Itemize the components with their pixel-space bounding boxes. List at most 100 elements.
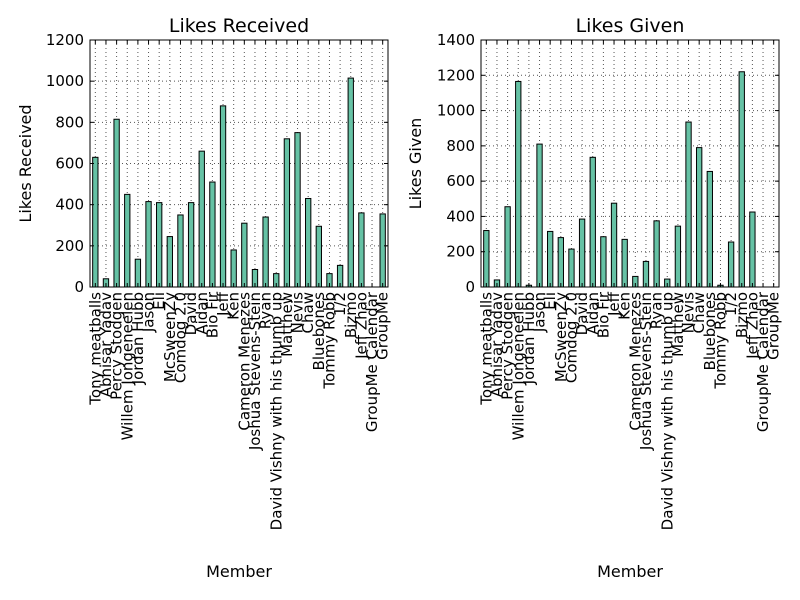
bar (515, 80, 522, 288)
bar (536, 143, 543, 288)
bar (749, 211, 756, 288)
bar (219, 105, 227, 288)
y-tick-label: 1000 (437, 102, 475, 120)
x-category-label: Joshua Stevens-Stein (637, 292, 655, 451)
y-axis-label: Likes Given (406, 118, 425, 210)
bar (92, 156, 99, 288)
bar (124, 193, 131, 288)
x-category-label: Matthew (669, 292, 687, 357)
x-category-label: GroupMe (374, 292, 392, 360)
x-category-label: Willem Jongeneelen (509, 292, 527, 440)
bar (578, 218, 586, 288)
x-category-label: GroupMe (765, 292, 783, 360)
plot-frame (480, 39, 780, 288)
bar (187, 202, 195, 288)
x-category-label: Jeff Zhao (352, 292, 370, 360)
x-category-label: Jason (531, 292, 549, 333)
x-category-label: Percy Stodgen (108, 292, 126, 400)
chart-title: Likes Given (576, 15, 685, 37)
y-tick-label: 0 (465, 278, 475, 296)
bar (483, 230, 490, 288)
x-category-label: Nevis (680, 292, 698, 333)
y-tick-label: 1000 (46, 72, 84, 90)
x-category-label: David Vishny with his thumb up (267, 292, 285, 530)
chart-title: Likes Received (169, 15, 309, 37)
x-category-label: Bio Fir (594, 291, 612, 338)
bar (653, 220, 660, 288)
x-category-label: Aidan (193, 292, 211, 335)
x-category-label: Bio Fir (203, 291, 221, 338)
bar (305, 197, 312, 288)
chart-1: Likes Received 0 200 400 600 800 1000 1200 Tony … (16, 15, 392, 581)
x-category-label: Comdog 2.0 (562, 292, 580, 383)
x-category-label: Aidan (584, 292, 602, 335)
bar (145, 201, 152, 288)
y-tick-label: 600 (446, 172, 475, 190)
x-category-label: Abhisar Yadav (488, 292, 506, 397)
y-tick-label: 400 (446, 207, 475, 225)
bar (241, 222, 248, 288)
x-category-label: Tommy Robb (320, 292, 338, 390)
x-category-label: Bluebones (310, 292, 328, 371)
x-category-label: Jeff (605, 291, 623, 317)
x-category-label: Willem Jongeneelen (118, 292, 136, 440)
x-category-label: Eli (541, 292, 559, 310)
x-category-label: McSweenZy (552, 292, 570, 382)
x-category-label: Jordan Hubb (520, 292, 538, 385)
bar (738, 71, 745, 288)
bar (283, 138, 291, 288)
x-category-label: Tony meatballs (86, 292, 104, 406)
bar (262, 216, 269, 288)
bar (504, 206, 511, 288)
x-category-label: Cameron Menezes (235, 292, 253, 431)
x-category-label: Jeff Zhao (743, 292, 761, 360)
bar (706, 170, 713, 288)
x-category-label: Tommy Robb (711, 292, 729, 390)
bar (727, 241, 735, 288)
bar (113, 118, 120, 288)
x-category-label: Jason (140, 292, 158, 333)
bar (568, 248, 575, 288)
y-tick-label: 800 (446, 137, 475, 155)
x-category-label: David (182, 292, 200, 335)
x-category-label: David (573, 292, 591, 335)
bar (358, 212, 365, 288)
x-category-label: McSweenZy (161, 292, 179, 382)
x-category-label: Ryan (257, 292, 275, 329)
x-category-label: David Vishny with his thumb up (658, 292, 676, 530)
x-category-label: GroupMe Calendar (363, 291, 381, 432)
y-tick-label: 1200 (46, 31, 84, 49)
x-category-label: Cameron Menezes (626, 292, 644, 431)
bar (379, 213, 386, 288)
bar (166, 236, 173, 288)
bar (315, 225, 322, 288)
x-category-label: Chaw (299, 292, 317, 333)
bar (557, 237, 564, 288)
x-category-label: Bizmo (342, 292, 360, 338)
x-category-label: Chaw (690, 292, 708, 333)
x-category-label: Eli (150, 292, 168, 310)
bar (621, 238, 628, 288)
y-tick-label: 800 (55, 113, 84, 131)
bar (685, 121, 692, 288)
x-category-label: 1/2 (331, 292, 349, 316)
y-tick-label: 1400 (437, 31, 475, 49)
bar (347, 77, 354, 288)
x-category-label: GroupMe Calendar (754, 291, 772, 432)
y-tick-label: 0 (74, 278, 84, 296)
bar (230, 249, 237, 288)
x-category-label: Tony meatballs (477, 292, 495, 406)
bar (198, 150, 205, 288)
x-axis-label: Member (597, 562, 663, 581)
x-category-label: Matthew (278, 292, 296, 357)
x-category-label: Comdog 2.0 (171, 292, 189, 383)
bar (589, 156, 596, 288)
y-tick-label: 200 (55, 237, 84, 255)
bar (156, 202, 163, 288)
bar (547, 230, 554, 288)
x-category-label: Bizmo (733, 292, 751, 338)
bar (134, 258, 142, 288)
x-category-label: Nevis (289, 292, 307, 333)
x-category-label: Joshua Stevens-Stein (246, 292, 264, 451)
